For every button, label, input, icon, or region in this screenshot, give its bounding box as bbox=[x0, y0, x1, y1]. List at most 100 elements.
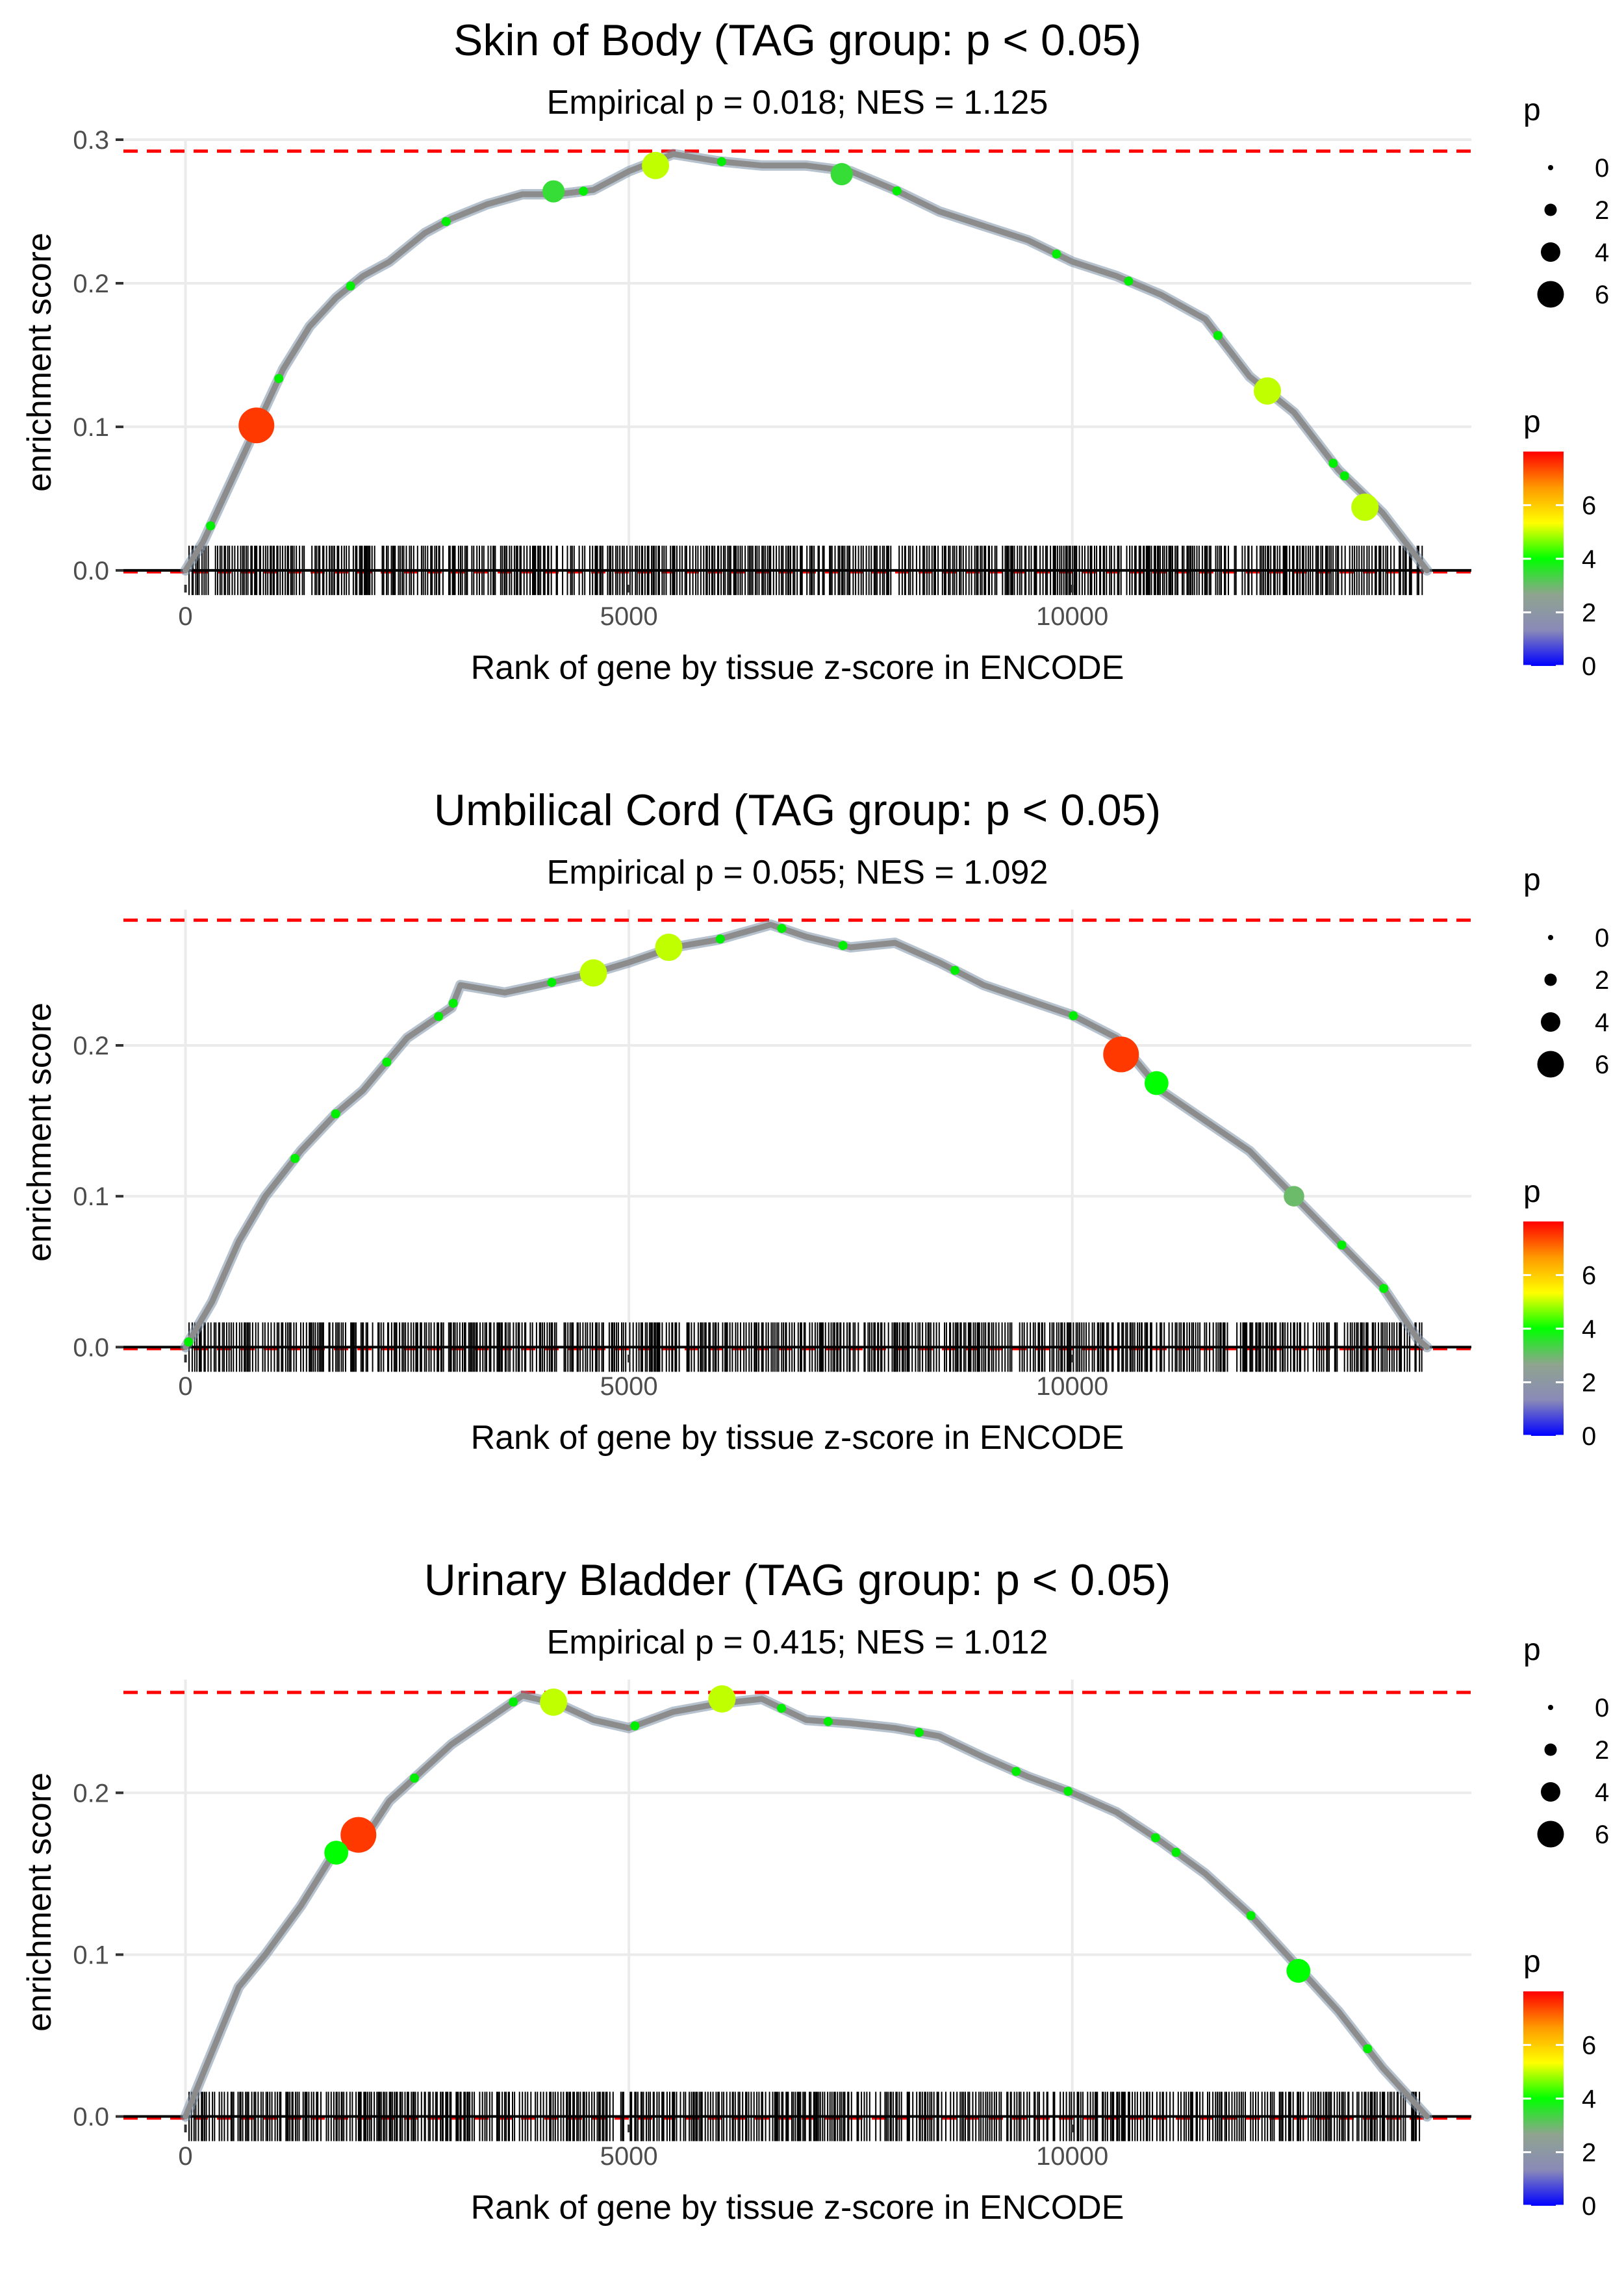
curve-point bbox=[448, 999, 458, 1008]
x-axis-title: Rank of gene by tissue z-score in ENCODE bbox=[471, 2189, 1124, 2227]
size-legend-title: p bbox=[1523, 93, 1541, 127]
size-legend-label: 4 bbox=[1595, 1008, 1609, 1037]
color-legend-label: 2 bbox=[1582, 599, 1596, 628]
gene-point bbox=[1351, 493, 1379, 521]
size-legend-label: 2 bbox=[1595, 966, 1609, 995]
size-legend-key bbox=[1537, 1051, 1564, 1078]
gridlines bbox=[123, 138, 1471, 585]
x-tick-label: 10000 bbox=[1036, 602, 1108, 631]
curve-point bbox=[715, 934, 725, 944]
gene-point bbox=[1286, 1958, 1311, 1983]
color-legend-label: 6 bbox=[1582, 2032, 1596, 2060]
color-legend-label: 6 bbox=[1582, 492, 1596, 520]
legend: p 0 2 4 6 p 6 4 2 0 bbox=[1523, 1633, 1609, 2221]
size-legend-label: 2 bbox=[1595, 196, 1609, 225]
curve-specks bbox=[206, 157, 1349, 531]
size-legend-key bbox=[1544, 203, 1557, 216]
y-tick-label: 0.1 bbox=[73, 413, 109, 442]
x-axis-title: Rank of gene by tissue z-score in ENCODE bbox=[471, 1419, 1124, 1457]
x-axis: 0 5000 10000 bbox=[178, 1355, 1108, 1401]
x-tick-label: 0 bbox=[178, 2142, 192, 2171]
y-tick-label: 0.1 bbox=[73, 1941, 109, 1969]
enrichment-curve bbox=[183, 921, 1430, 1350]
size-legend-key bbox=[1541, 242, 1560, 262]
curve-point bbox=[579, 186, 589, 196]
curve-point bbox=[1052, 249, 1061, 259]
curve-point bbox=[331, 1109, 340, 1119]
curve-point bbox=[1363, 2044, 1373, 2054]
size-legend-label: 0 bbox=[1595, 154, 1609, 183]
curve-point bbox=[630, 1721, 640, 1731]
chart-subtitle: Empirical p = 0.055; NES = 1.092 bbox=[547, 854, 1048, 891]
curve-point bbox=[547, 978, 557, 988]
gridlines bbox=[123, 1680, 1471, 2125]
gene-point bbox=[324, 1841, 349, 1865]
gene-point bbox=[1103, 1036, 1139, 1073]
y-tick-label: 0.0 bbox=[73, 557, 109, 585]
gene-point bbox=[579, 959, 607, 987]
color-legend-label: 4 bbox=[1582, 1315, 1596, 1344]
gene-point bbox=[540, 1688, 568, 1716]
color-legend-label: 6 bbox=[1582, 1262, 1596, 1290]
x-tick-label: 5000 bbox=[600, 602, 658, 631]
chart-title: Skin of Body (TAG group: p < 0.05) bbox=[453, 16, 1141, 65]
panel-2: Umbilical Cord (TAG group: p < 0.05) Empi… bbox=[21, 786, 1609, 1457]
y-tick-label: 0.2 bbox=[73, 1779, 109, 1808]
y-axis: 0.0 0.1 0.2 0.3 bbox=[73, 126, 123, 585]
curve-point bbox=[1213, 331, 1223, 340]
size-legend-key bbox=[1544, 1743, 1557, 1756]
chart-title: Umbilical Cord (TAG group: p < 0.05) bbox=[434, 786, 1161, 835]
color-legend-title: p bbox=[1523, 405, 1541, 439]
curve-point bbox=[1011, 1767, 1021, 1776]
curve-point bbox=[777, 1704, 787, 1713]
curve-point bbox=[823, 1717, 833, 1726]
color-legend-label: 0 bbox=[1582, 2192, 1596, 2221]
size-legend-key bbox=[1544, 973, 1557, 986]
gene-point bbox=[1284, 1186, 1304, 1207]
gene-point bbox=[708, 1685, 736, 1713]
color-legend-title: p bbox=[1523, 1945, 1541, 1979]
size-legend-label: 2 bbox=[1595, 1736, 1609, 1765]
x-tick-label: 5000 bbox=[600, 2142, 658, 2171]
y-tick-label: 0.3 bbox=[73, 126, 109, 155]
enrichment-curve bbox=[183, 151, 1430, 574]
y-tick-label: 0.2 bbox=[73, 1032, 109, 1060]
curve-point bbox=[1328, 459, 1338, 468]
size-legend-key bbox=[1537, 281, 1564, 308]
chart-title: Urinary Bladder (TAG group: p < 0.05) bbox=[424, 1555, 1171, 1605]
enrichment-curve-halo bbox=[180, 919, 1432, 1353]
x-tick-label: 0 bbox=[178, 1372, 192, 1401]
curve-point bbox=[838, 941, 848, 951]
curve-point bbox=[206, 521, 216, 531]
color-legend-label: 0 bbox=[1582, 1422, 1596, 1451]
size-legend-label: 6 bbox=[1595, 281, 1609, 309]
enrichment-curve bbox=[183, 1693, 1430, 2119]
curve-point bbox=[274, 374, 284, 383]
chart-subtitle: Empirical p = 0.415; NES = 1.012 bbox=[547, 1624, 1048, 1661]
x-axis: 0 5000 10000 bbox=[178, 585, 1108, 631]
curve-point bbox=[434, 1012, 444, 1021]
color-legend-label: 0 bbox=[1582, 652, 1596, 681]
curve-point bbox=[290, 1154, 300, 1164]
curve-point bbox=[1150, 1833, 1160, 1843]
x-tick-label: 5000 bbox=[600, 1372, 658, 1401]
curve-point bbox=[441, 217, 451, 227]
curve-point bbox=[1337, 1240, 1347, 1250]
size-legend-key bbox=[1541, 1782, 1560, 1802]
curve-point bbox=[777, 923, 787, 933]
color-legend-label: 4 bbox=[1582, 2085, 1596, 2114]
y-axis-title: enrichment score bbox=[21, 233, 58, 492]
size-legend-label: 4 bbox=[1595, 1778, 1609, 1807]
color-legend-title: p bbox=[1523, 1175, 1541, 1209]
gene-point bbox=[655, 934, 683, 962]
size-legend-title: p bbox=[1523, 863, 1541, 897]
y-axis-title: enrichment score bbox=[21, 1003, 58, 1262]
curve-point bbox=[950, 965, 960, 975]
curve-point bbox=[892, 186, 902, 196]
size-legend-key bbox=[1541, 1012, 1560, 1032]
curve-point bbox=[382, 1057, 392, 1067]
y-tick-label: 0.0 bbox=[73, 2103, 109, 2132]
legend: p 0 2 4 6 p 6 4 2 0 bbox=[1523, 863, 1609, 1451]
size-legend-label: 0 bbox=[1595, 1694, 1609, 1722]
curve-point bbox=[914, 1728, 924, 1737]
